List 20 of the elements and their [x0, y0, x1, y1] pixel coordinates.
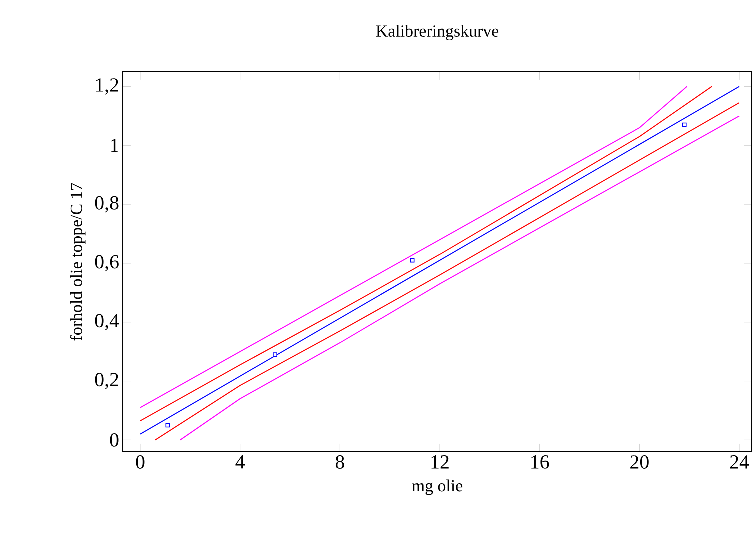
y-tick-label: 0,8	[95, 196, 119, 213]
y-tick-label: 1,2	[96, 78, 118, 95]
x-tick-label: 0	[136, 456, 145, 469]
x-tick-label: 20	[630, 456, 649, 469]
x-tick-label: 8	[336, 456, 344, 469]
point	[273, 352, 278, 357]
y-tick-label: 1	[111, 139, 118, 152]
y-tick-label: 0,2	[95, 373, 118, 390]
x-tick-label: 16	[532, 456, 550, 469]
point	[682, 122, 687, 128]
chart-title: Kalibreringskurve	[376, 25, 499, 40]
point	[166, 423, 170, 428]
y-axis-title: forhold olie toppe/C 17	[70, 183, 86, 341]
x-axis-title: mg olie	[412, 480, 463, 496]
x-tick-label: 12	[432, 456, 449, 469]
y-tick-label: 0,6	[95, 255, 119, 272]
y-tick-label: 0,4	[95, 314, 120, 331]
y-tick-label: 0	[110, 433, 119, 447]
x-tick-label: 4	[236, 456, 245, 469]
x-tick-label: 24	[730, 456, 750, 469]
